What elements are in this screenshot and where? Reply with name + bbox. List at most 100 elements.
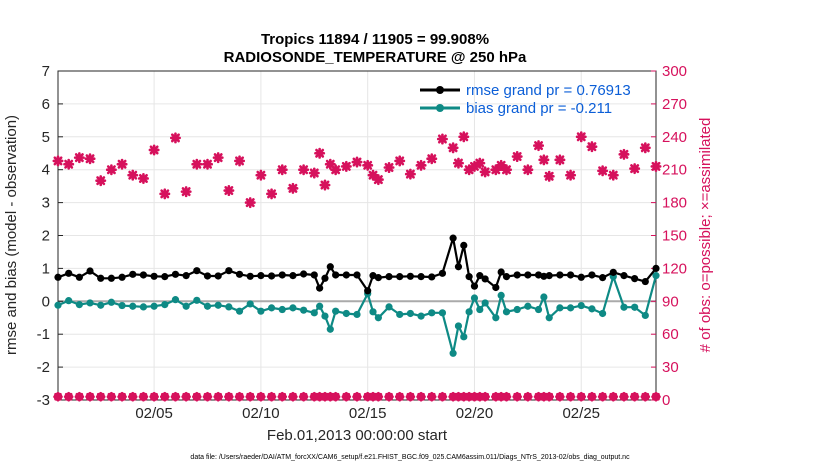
obs-possible-cross	[192, 391, 202, 402]
obs-assimilated-marker	[73, 152, 85, 164]
bias-point	[107, 298, 115, 306]
bias-point	[203, 302, 212, 310]
rmse-point	[465, 273, 473, 281]
bias-point	[193, 296, 201, 304]
legend: rmse grand pr = 0.76913 bias grand pr = …	[420, 82, 631, 117]
x-axis-label: Feb.01,2013 00:00:00 start	[267, 427, 448, 444]
obs-assimilated-marker	[63, 158, 75, 170]
bias-point	[470, 294, 479, 302]
obs-possible-cross	[170, 391, 181, 402]
bias-point	[428, 309, 436, 317]
x-tick-label: 02/25	[562, 405, 600, 422]
chart-subtitle: RADIOSONDE_TEMPERATURE @ 250 hPa	[224, 49, 527, 66]
chart-title: Tropics 11894 / 11905 = 99.908%	[261, 31, 489, 48]
obs-possible-cross	[95, 391, 106, 402]
rmse-point	[139, 271, 148, 279]
rmse-point	[556, 271, 564, 279]
obs-assimilated-marker	[607, 169, 619, 181]
obs-assimilated-marker	[137, 172, 149, 184]
obs-assimilated-marker	[52, 155, 64, 167]
obs-possible-cross	[458, 391, 469, 402]
rmse-point	[310, 271, 318, 279]
obs-possible-cross	[597, 391, 608, 402]
obs-assimilated-marker	[404, 168, 416, 180]
obs-assimilated-marker	[308, 167, 320, 179]
obs-assimilated-marker	[511, 151, 523, 163]
y2-tick-label: 210	[662, 162, 687, 179]
obs-possible-cross	[464, 391, 474, 402]
obs-assimilated-marker	[159, 188, 171, 200]
obs-possible-cross	[523, 391, 533, 402]
bias-point	[289, 304, 297, 312]
y2-tick-label: 270	[662, 96, 687, 113]
bias-point	[353, 310, 361, 319]
rmse-point	[129, 270, 137, 278]
bias-point	[75, 300, 83, 309]
rmse-point	[214, 272, 222, 280]
obs-possible-cross	[469, 391, 480, 402]
bias-point	[310, 309, 318, 317]
obs-assimilated-marker	[463, 164, 475, 176]
obs-assimilated-marker	[575, 131, 587, 143]
rmse-point	[502, 273, 511, 281]
obs-assimilated-marker	[105, 164, 117, 176]
obs-assimilated-marker	[84, 153, 96, 165]
y-tick-label: -3	[37, 392, 50, 409]
bias-point	[235, 307, 244, 315]
obs-assimilated-marker	[351, 156, 363, 168]
obs-assimilated-marker	[191, 158, 203, 170]
bias-point	[278, 305, 286, 314]
rmse-point	[620, 272, 628, 280]
obs-possible-cross	[544, 391, 555, 402]
y-tick-label: 2	[42, 228, 50, 245]
obs-assimilated-marker	[452, 157, 464, 169]
y-tick-label: -1	[37, 326, 50, 343]
obs-assimilated-marker	[202, 158, 213, 170]
rmse-point	[428, 273, 436, 281]
y-ticks: -3 -2 -1 0 1 2 3 4 5 6 7	[37, 63, 63, 409]
bias-point	[321, 312, 329, 320]
obs-possible-cross	[373, 391, 384, 402]
obs-assimilated-marker	[340, 160, 352, 172]
obs-possible-cross	[533, 391, 544, 402]
obs-assimilated-marker	[367, 169, 379, 181]
obs-possible-cross	[74, 391, 85, 402]
obs-assimilated-marker	[495, 159, 507, 171]
y2-tick-label: 240	[662, 129, 687, 146]
rmse-point	[492, 283, 500, 292]
rmse-point	[476, 272, 484, 280]
obs-assimilated-marker	[266, 188, 278, 200]
bias-point	[118, 301, 126, 310]
obs-assimilated-marker	[436, 133, 448, 145]
legend-rmse-label: rmse grand pr = 0.76913	[466, 82, 631, 99]
x-tick-label: 02/10	[242, 405, 280, 422]
obs-assimilated-marker	[383, 162, 395, 174]
bias-point	[524, 302, 532, 310]
obs-assimilated-marker	[538, 154, 550, 166]
bias-series	[54, 272, 660, 357]
rmse-point	[417, 273, 425, 281]
obs-assimilated-marker	[223, 185, 235, 197]
rmse-point	[267, 272, 276, 280]
obs-possible-cross	[405, 391, 416, 402]
obs-possible-cross	[288, 391, 298, 402]
bias-point	[577, 301, 585, 310]
y2-tick-label: 90	[662, 293, 679, 310]
rmse-point	[193, 267, 201, 275]
bias-point	[246, 300, 254, 308]
rmse-point	[289, 272, 297, 280]
rmse-point	[107, 274, 115, 282]
y2-ticks: 0 30 60 90 120 150 180 210 240 270 300	[651, 63, 687, 409]
bias-point	[171, 296, 180, 304]
rmse-point	[353, 271, 361, 279]
obs-possible-cross	[149, 391, 159, 402]
bias-point	[150, 302, 158, 310]
bias-point	[406, 309, 414, 318]
bias-point	[492, 314, 500, 322]
obs-possible-cross	[127, 391, 138, 402]
obs-assimilated-marker	[180, 186, 192, 198]
obs-assimilated-marker	[458, 131, 470, 143]
rmse-point	[599, 274, 607, 282]
rmse-point	[150, 272, 158, 280]
rmse-point	[203, 272, 212, 280]
